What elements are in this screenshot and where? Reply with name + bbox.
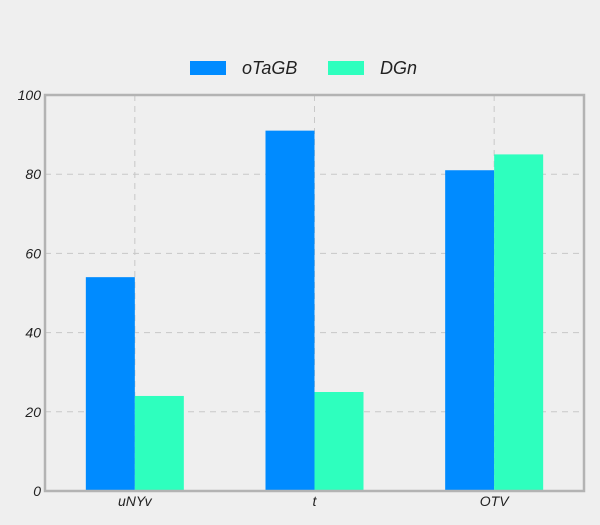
y-tick-label: 100: [18, 87, 42, 103]
legend-label: oTaGB: [242, 58, 297, 78]
y-tick-label: 0: [33, 483, 41, 499]
y-tick-label: 40: [25, 325, 41, 341]
bar-DGn-t: [314, 392, 364, 491]
bar-DGn-uNYv: [134, 395, 184, 491]
y-tick-label: 60: [25, 245, 41, 261]
x-axis-ticks: uNYv t OTV: [118, 493, 510, 509]
legend-swatch: [328, 61, 364, 75]
y-axis-ticks: 0 20 40 60 80 100: [18, 87, 42, 499]
x-tick-label: OTV: [480, 493, 510, 509]
y-tick-label: 80: [25, 166, 41, 182]
plot-frame: [43, 93, 586, 493]
bar-oTaGB-t: [265, 130, 315, 491]
bar-oTaGB-OTV: [445, 170, 495, 492]
x-tick-label: uNYv: [118, 493, 153, 509]
bars: [85, 130, 544, 492]
legend: oTaGB DGn: [190, 58, 417, 78]
y-tick-label: 20: [24, 404, 41, 420]
bar-DGn-OTV: [494, 154, 544, 491]
legend-label: DGn: [380, 58, 417, 78]
bar-oTaGB-uNYv: [85, 277, 135, 491]
x-tick-label: t: [313, 493, 318, 509]
legend-swatch: [190, 61, 226, 75]
